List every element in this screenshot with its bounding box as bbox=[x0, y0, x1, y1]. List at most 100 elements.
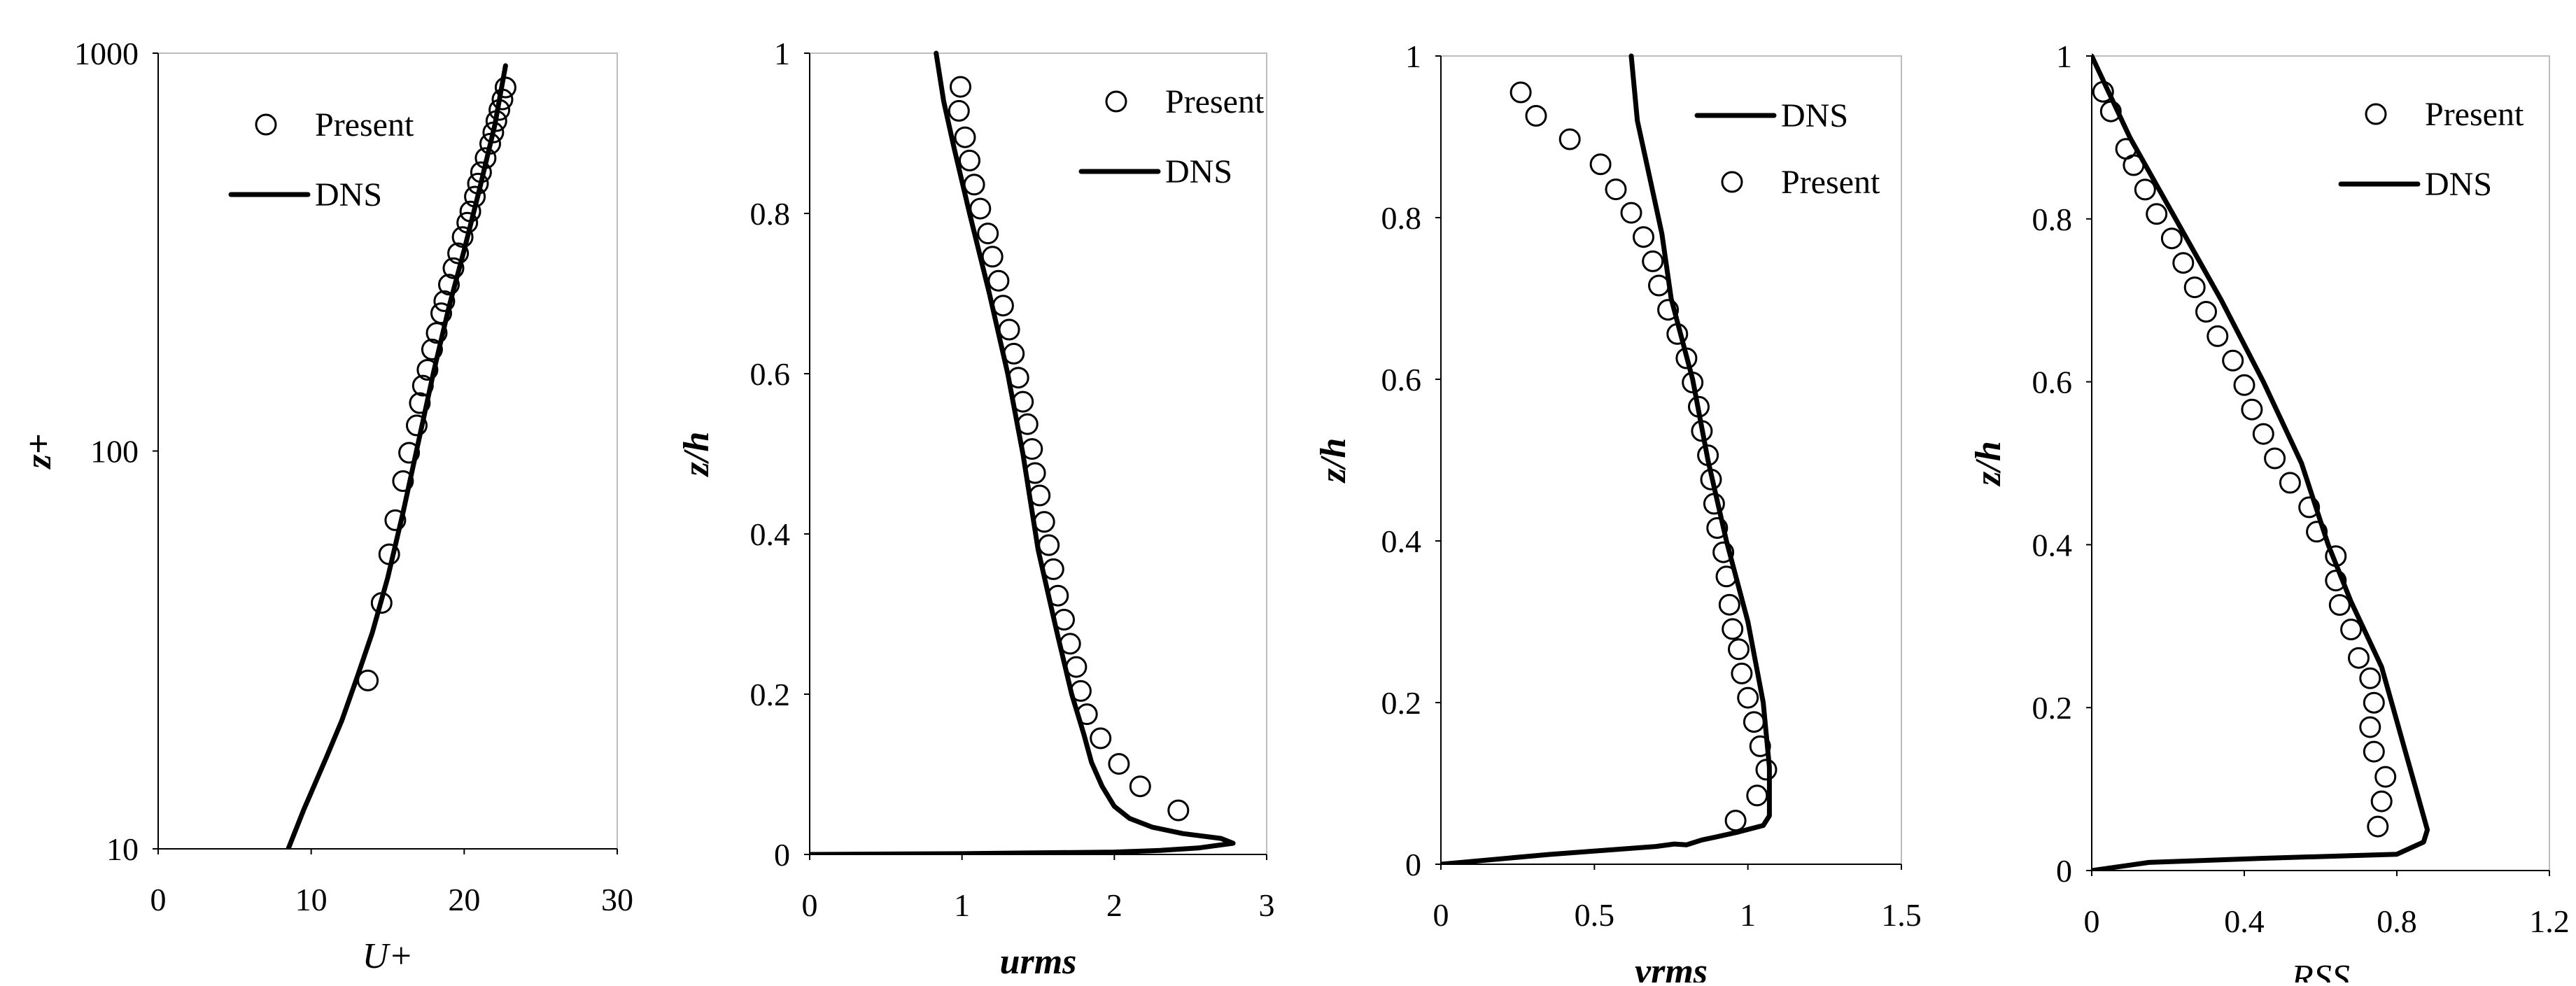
x-tick-label: 1 bbox=[1740, 897, 1756, 933]
series-present-point bbox=[464, 185, 486, 208]
series-present-point bbox=[1688, 395, 1710, 418]
series-present-point bbox=[2348, 647, 2370, 669]
series-present-point bbox=[1024, 462, 1046, 484]
legend-label: DNS bbox=[2425, 166, 2492, 203]
chart-panel-4: 0 0.4 0.8 1.2 0 0.2 0.4 0.6 0.8 1 RSS z/h Present DNS bbox=[1969, 38, 2570, 986]
series-present-point bbox=[1029, 484, 1051, 507]
series-present-point bbox=[1731, 662, 1753, 684]
series-present-point bbox=[459, 200, 481, 223]
y-axis-title: z+ bbox=[19, 434, 59, 470]
series-present-point bbox=[950, 76, 971, 98]
series-present-point bbox=[2115, 138, 2137, 160]
series-present-point bbox=[981, 246, 1004, 268]
series-present-point bbox=[1065, 656, 1088, 678]
series-present-point bbox=[1666, 323, 1689, 345]
series-present-point bbox=[2099, 100, 2122, 122]
series-present-point bbox=[433, 290, 456, 312]
series-present-point bbox=[485, 110, 507, 132]
series-present-point bbox=[1700, 468, 1722, 491]
chart-panel-1: 0 10 20 30 10 100 1000 U+ z+ Present DNS bbox=[19, 36, 633, 976]
series-present-point bbox=[1737, 686, 1759, 709]
chart-panel-3: 0 0.5 1 1.5 0 0.2 0.4 0.6 0.8 1 vrms z/h DNS Present bbox=[1314, 38, 1922, 986]
x-tick-label: 0.5 bbox=[1575, 897, 1615, 933]
x-axis-title: RSS bbox=[2290, 958, 2350, 983]
y-tick-label: 10 bbox=[106, 831, 139, 867]
series-present-point bbox=[1016, 413, 1039, 435]
series-present-point bbox=[1558, 128, 1581, 150]
series-present-point bbox=[398, 442, 421, 464]
y-tick-label: 1000 bbox=[74, 36, 139, 71]
series-present-point bbox=[1589, 153, 1612, 176]
series-present-point bbox=[411, 374, 434, 397]
chart-panel-2: 0 1 2 3 0 0.2 0.4 0.6 0.8 1 urms z/h Present DNS bbox=[677, 36, 1275, 982]
series-present-point bbox=[954, 126, 976, 148]
series-present-point bbox=[1038, 534, 1060, 556]
series-present-point bbox=[1703, 493, 1725, 515]
series-present-point bbox=[948, 99, 970, 122]
series-present-point bbox=[2325, 570, 2347, 592]
series-present-point bbox=[987, 269, 1010, 292]
series-present-point bbox=[2207, 325, 2229, 347]
series-present-point bbox=[451, 226, 474, 248]
x-tick-label: 20 bbox=[448, 882, 480, 917]
series-present-point bbox=[1749, 735, 1771, 757]
series-present-point bbox=[425, 322, 448, 344]
series-present-point bbox=[1525, 105, 1547, 127]
x-tick-label: 0 bbox=[1433, 897, 1449, 933]
y-tick-label: 0 bbox=[2056, 853, 2072, 889]
series-present-point bbox=[1047, 584, 1069, 607]
series-present-point bbox=[1715, 565, 1738, 588]
legend-label: Present bbox=[2425, 96, 2524, 133]
series-present-point bbox=[1620, 202, 1642, 224]
series-present-point bbox=[447, 242, 470, 265]
series-dns-line bbox=[1441, 53, 1772, 864]
series-present-point bbox=[438, 274, 460, 296]
series-present-point bbox=[1108, 753, 1130, 775]
series-present-point bbox=[1691, 420, 1713, 442]
legend-label: DNS bbox=[1781, 97, 1848, 134]
y-tick-label: 0.8 bbox=[750, 196, 791, 232]
series-present-point bbox=[1718, 593, 1740, 616]
series-present-point bbox=[2195, 301, 2217, 323]
y-tick-label: 0.8 bbox=[2032, 202, 2073, 237]
y-tick-label: 0.4 bbox=[750, 516, 791, 552]
y-tick-label: 1 bbox=[1405, 38, 1421, 74]
series-present-point bbox=[474, 147, 497, 169]
series-present-point bbox=[479, 132, 501, 155]
legend-label: Present bbox=[315, 106, 414, 143]
series-present-point bbox=[1090, 727, 1112, 749]
legend-marker-symbol bbox=[255, 113, 277, 136]
legend-marker-symbol bbox=[1105, 90, 1127, 113]
series-present-point bbox=[2363, 691, 2385, 714]
series-present-point bbox=[494, 76, 516, 99]
series-present-point bbox=[2363, 740, 2385, 763]
series-dns-line bbox=[810, 50, 1236, 854]
y-tick-label: 0.6 bbox=[750, 356, 791, 392]
series-present-point bbox=[2367, 815, 2389, 838]
x-tick-label: 1.2 bbox=[2529, 903, 2570, 939]
x-tick-label: 0 bbox=[150, 882, 167, 917]
series-present-point bbox=[2241, 398, 2263, 421]
series-present-point bbox=[2172, 252, 2195, 274]
series-present-point bbox=[1675, 347, 1698, 369]
series-present-point bbox=[2264, 447, 2286, 470]
series-present-point bbox=[2146, 203, 2168, 225]
series-present-point bbox=[1755, 759, 1778, 781]
series-present-point bbox=[1059, 633, 1081, 655]
y-tick-label: 0 bbox=[1405, 847, 1421, 882]
series-present-point bbox=[1042, 558, 1064, 580]
legend-label: Present bbox=[1781, 164, 1880, 201]
series-present-point bbox=[1706, 517, 1729, 539]
series-present-point bbox=[1724, 810, 1747, 832]
legend-marker-symbol bbox=[2365, 103, 2387, 125]
series-present-point bbox=[2374, 766, 2397, 788]
series-present-point bbox=[1167, 799, 1190, 822]
series-present-point bbox=[1682, 372, 1704, 394]
series-present-point bbox=[370, 592, 393, 614]
series-present-point bbox=[1012, 390, 1034, 413]
series-present-point bbox=[1648, 274, 1670, 297]
series-present-point bbox=[1007, 367, 1029, 389]
series-present-point bbox=[1746, 784, 1768, 807]
y-tick-label: 0.6 bbox=[2032, 365, 2073, 400]
